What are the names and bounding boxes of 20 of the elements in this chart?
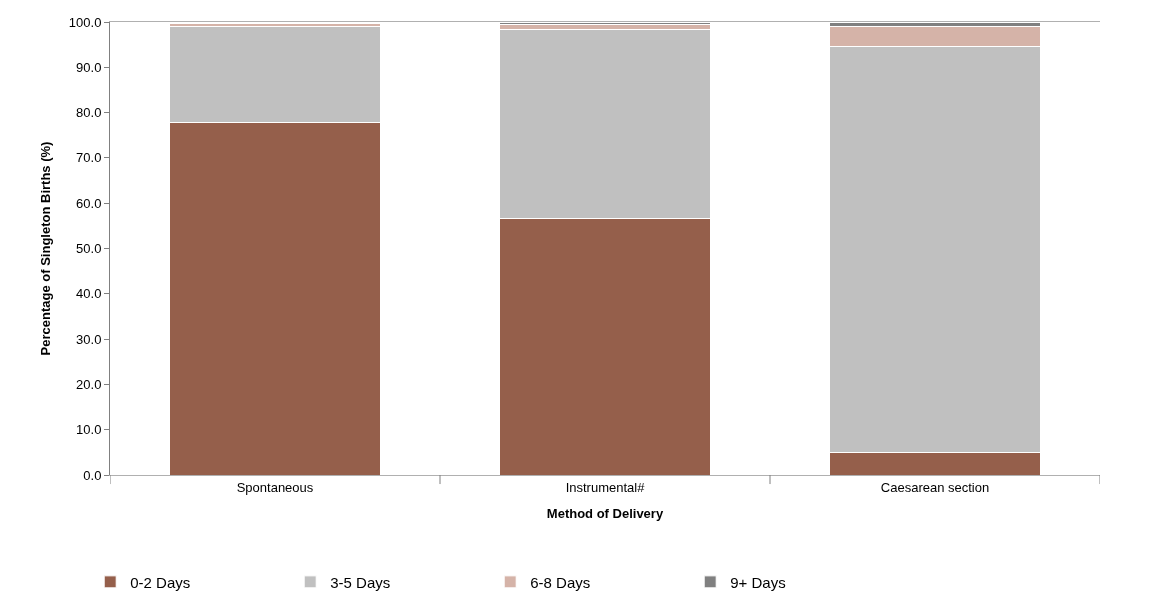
y-tick-label: 30.0 xyxy=(76,331,102,347)
y-tick-label: 90.0 xyxy=(76,59,102,75)
y-tick-label: 60.0 xyxy=(76,195,102,211)
y-tick-label: 100.0 xyxy=(68,14,102,30)
y-tick-label: 20.0 xyxy=(76,376,102,392)
y-tick-label: 10.0 xyxy=(76,422,102,438)
x-tick-label: Instrumental# xyxy=(565,479,646,495)
x-axis-title: Method of Delivery xyxy=(546,506,664,522)
y-tick-label: 80.0 xyxy=(76,105,102,121)
legend-label: 9+ Days xyxy=(730,573,786,591)
y-tick-label: 50.0 xyxy=(76,241,102,257)
y-tick-label: 40.0 xyxy=(76,286,102,302)
y-axis-title: Percentage of Singleton Births (%) xyxy=(37,141,53,356)
legend-label: 6-8 Days xyxy=(530,573,591,591)
legend-label: 0-2 Days xyxy=(130,573,191,591)
x-tick-label: Caesarean section xyxy=(880,479,990,495)
y-tick-label: 0.0 xyxy=(83,467,102,483)
y-tick-label: 70.0 xyxy=(76,150,102,166)
legend-label: 3-5 Days xyxy=(330,573,391,591)
x-tick-label: Spontaneous xyxy=(236,479,314,495)
